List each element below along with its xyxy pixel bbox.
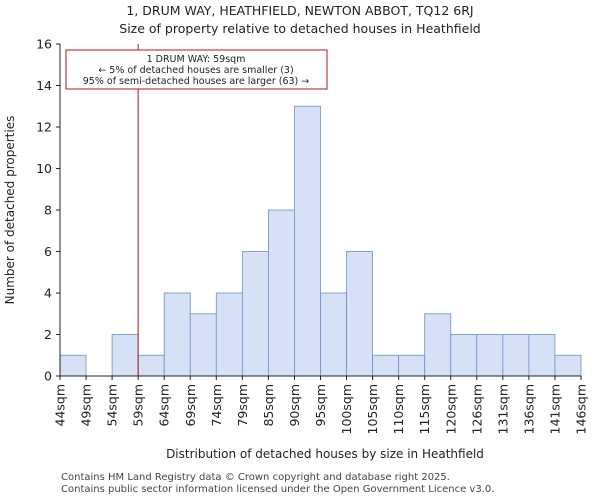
x-tick-label: 74sqm <box>209 384 224 427</box>
y-tick-label: 2 <box>44 327 52 342</box>
histogram-bar <box>450 334 478 377</box>
x-tick-label: 90sqm <box>287 384 302 427</box>
x-tick-label: 126sqm <box>469 384 484 434</box>
histogram-bar <box>267 209 295 377</box>
histogram-bar <box>372 354 400 377</box>
footer-copyright: Contains HM Land Registry data © Crown c… <box>61 472 450 483</box>
histogram-bar <box>320 292 347 377</box>
y-tick-label: 14 <box>36 78 52 93</box>
histogram-bar <box>163 292 191 377</box>
y-tick-label: 12 <box>36 120 52 135</box>
annotation-border <box>65 49 328 90</box>
y-axis-label: Number of detached properties <box>3 116 17 305</box>
x-tick-label: 59sqm <box>131 384 146 427</box>
histogram-bar <box>294 105 321 377</box>
chart-subtitle: Size of property relative to detached ho… <box>119 21 480 36</box>
y-tick-label: 0 <box>44 369 52 384</box>
x-tick-label: 54sqm <box>105 384 120 427</box>
chart-title: 1, DRUM WAY, HEATHFIELD, NEWTON ABBOT, T… <box>126 3 473 18</box>
x-axis-label: Distribution of detached houses by size … <box>166 447 484 461</box>
x-tick-label: 95sqm <box>313 384 328 427</box>
x-tick-label: 79sqm <box>235 384 250 427</box>
histogram-bar <box>59 354 87 377</box>
histogram-bar <box>189 313 217 377</box>
x-tick-label: 100sqm <box>339 384 354 434</box>
x-tick-label: 141sqm <box>547 384 562 434</box>
x-tick-label: 120sqm <box>443 384 458 434</box>
x-tick-label: 105sqm <box>365 384 380 434</box>
y-tick-label: 4 <box>44 286 52 301</box>
histogram-bar <box>111 334 139 377</box>
x-ticks: 44sqm 49sqm 54sqm 59sqm 64sqm 69sqm 74sqm 79sqm… <box>53 376 589 434</box>
footer-licence: Contains public sector information licen… <box>61 484 495 495</box>
histogram-bar <box>137 354 165 377</box>
histogram-bar <box>528 334 556 377</box>
bars <box>59 105 582 377</box>
histogram-bar <box>215 292 243 377</box>
y-ticks: 0 2 4 6 8 10 12 14 16 <box>36 37 60 384</box>
x-tick-label: 44sqm <box>53 384 68 427</box>
histogram-bar <box>502 334 530 377</box>
x-tick-label: 49sqm <box>79 384 94 427</box>
x-tick-label: 69sqm <box>183 384 198 427</box>
annotation-box: 1 DRUM WAY: 59sqm ← 5% of detached house… <box>65 49 328 90</box>
x-tick-label: 146sqm <box>574 384 589 434</box>
y-tick-label: 6 <box>44 244 52 259</box>
x-tick-label: 115sqm <box>417 384 432 434</box>
y-tick-label: 16 <box>36 37 52 52</box>
annotation-line-1: 1 DRUM WAY: 59sqm <box>147 54 246 65</box>
annotation-line-3: 95% of semi-detached houses are larger (… <box>83 76 310 87</box>
y-tick-label: 10 <box>36 161 52 176</box>
annotation-line-2: ← 5% of detached houses are smaller (3) <box>98 65 293 76</box>
histogram-bar <box>398 354 426 377</box>
x-tick-label: 110sqm <box>391 384 406 434</box>
histogram-bar <box>346 251 373 377</box>
histogram-bar <box>476 334 504 377</box>
x-tick-label: 131sqm <box>495 384 510 434</box>
histogram-bar <box>554 354 582 377</box>
x-tick-label: 85sqm <box>261 384 276 427</box>
x-tick-label: 136sqm <box>521 384 536 434</box>
x-tick-label: 64sqm <box>157 384 172 427</box>
histogram-bar <box>424 313 452 377</box>
histogram-bar <box>241 251 269 377</box>
y-tick-label: 8 <box>44 203 52 218</box>
